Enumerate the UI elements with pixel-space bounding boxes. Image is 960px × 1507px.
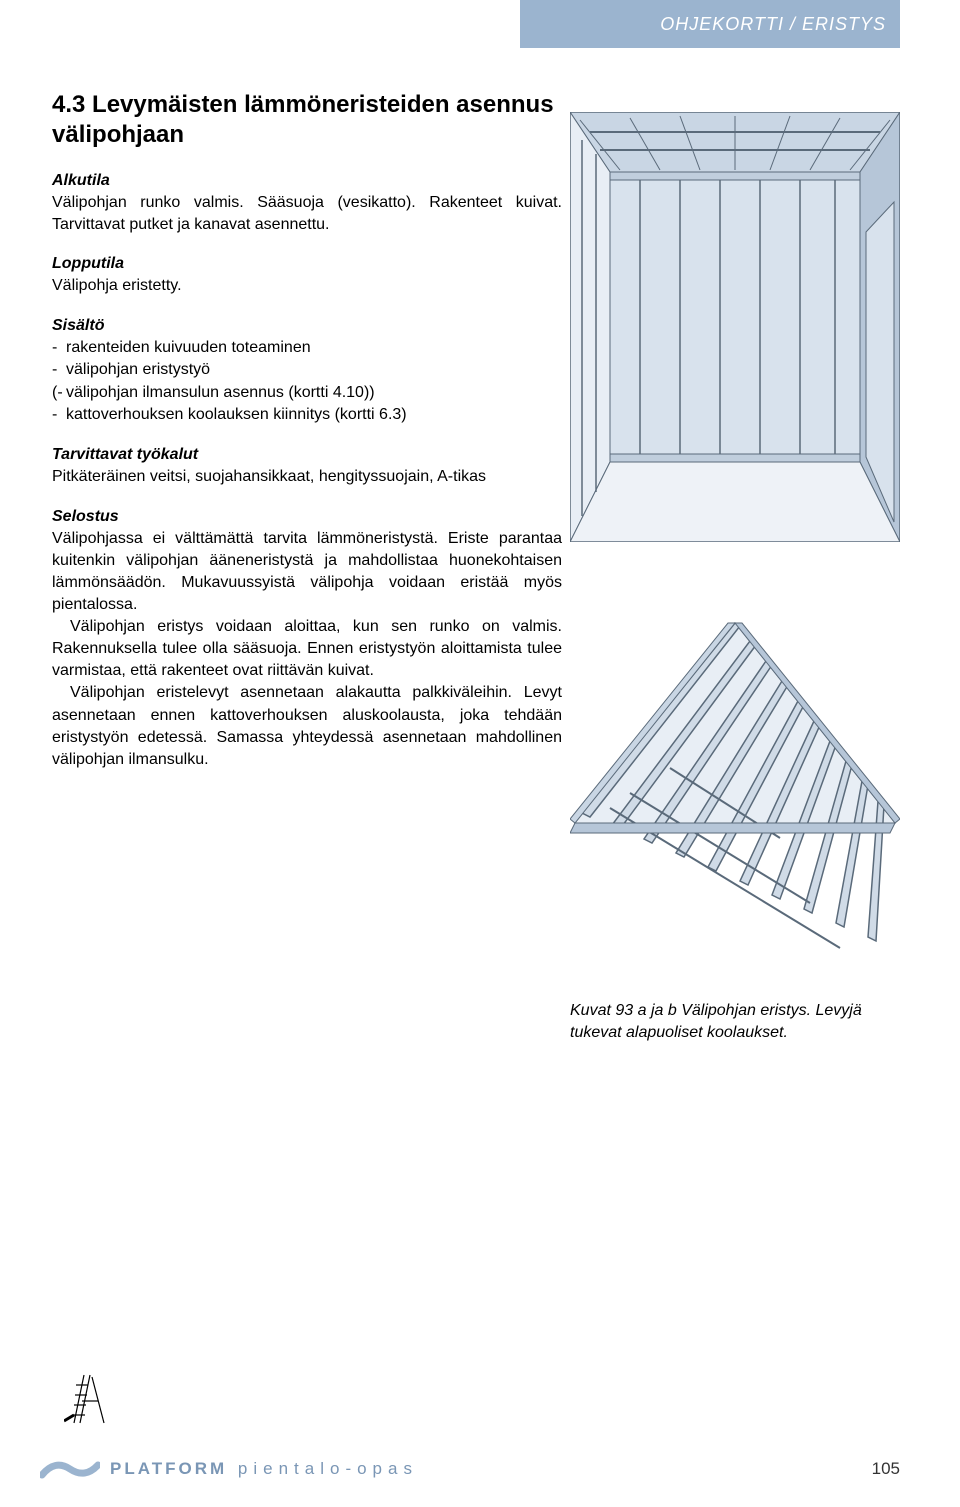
selostus-p2: Välipohjan eristys voidaan aloittaa, kun… [52, 616, 562, 682]
section-selostus: Selostus Välipohjassa ei välttämättä tar… [52, 508, 562, 771]
section-alkutila: Alkutila Välipohjan runko valmis. Sääsuo… [52, 172, 562, 235]
figure-93a-svg [570, 112, 900, 542]
text-alkutila: Välipohjan runko valmis. Sääsuoja (vesik… [52, 192, 562, 235]
figure-93b-svg [570, 593, 900, 973]
header-label: OHJEKORTTI / ERISTYS [660, 14, 886, 35]
ladder-icon [64, 1371, 110, 1427]
figure-caption: Kuvat 93 a ja b Välipohjan eristys. Levy… [570, 1000, 900, 1043]
heading-alkutila: Alkutila [52, 172, 562, 190]
list-sisalto: -rakenteiden kuivuuden toteaminen -välip… [52, 337, 562, 427]
footer-brand-light: pientalo-opas [227, 1459, 418, 1478]
list-item: -rakenteiden kuivuuden toteaminen [52, 337, 562, 359]
section-sisalto: Sisältö -rakenteiden kuivuuden toteamine… [52, 317, 562, 427]
footer-logo-icon [40, 1455, 100, 1481]
section-tyokalut: Tarvittavat työkalut Pitkäteräinen veits… [52, 446, 562, 488]
figure-93a [570, 112, 900, 542]
text-lopputila: Välipohja eristetty. [52, 275, 562, 297]
footer-brand-bold: PLATFORM [110, 1459, 227, 1478]
list-item: -välipohjan eristystyö [52, 359, 562, 381]
list-item: (-välipohjan ilmansulun asennus (kortti … [52, 382, 562, 404]
footer: PLATFORM pientalo-opas 105 [0, 1431, 960, 1481]
selostus-p1: Välipohjassa ei välttämättä tarvita lämm… [52, 528, 562, 616]
figure-93b [570, 593, 900, 973]
heading-lopputila: Lopputila [52, 255, 562, 273]
page-number: 105 [872, 1459, 900, 1479]
text-selostus: Välipohjassa ei välttämättä tarvita lämm… [52, 528, 562, 771]
main-content: 4.3 Levy­mäisten lämmön­eristeiden asenn… [52, 90, 562, 771]
selostus-p3: Välipohjan eristelevyt asennetaan alakau… [52, 682, 562, 770]
heading-sisalto: Sisältö [52, 317, 562, 335]
list-item: -kattoverhouksen koolauksen kiinnitys (k… [52, 404, 562, 426]
section-lopputila: Lopputila Välipohja eristetty. [52, 255, 562, 297]
page-title: 4.3 Levy­mäisten lämmön­eristeiden asenn… [52, 90, 562, 150]
heading-selostus: Selostus [52, 508, 562, 526]
footer-brand: PLATFORM pientalo-opas [110, 1459, 418, 1479]
heading-tyokalut: Tarvittavat työkalut [52, 446, 562, 464]
text-tyokalut: Pitkäteräinen veitsi, suojahansikkaat, h… [52, 466, 562, 488]
header-band: OHJEKORTTI / ERISTYS [520, 0, 900, 48]
